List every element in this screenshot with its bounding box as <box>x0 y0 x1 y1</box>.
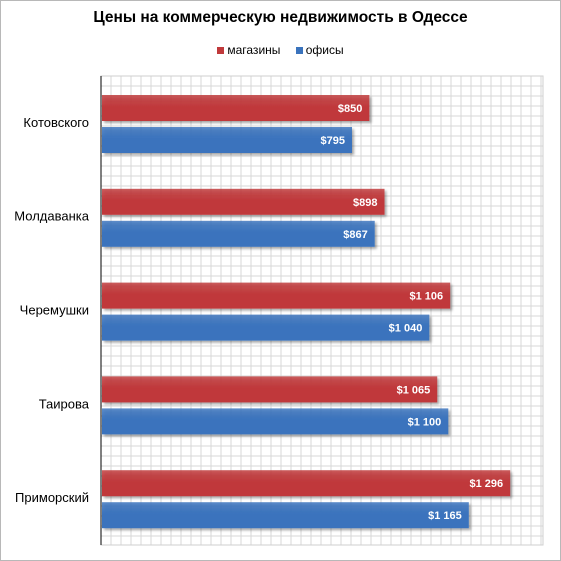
legend-item-offices: офисы <box>295 43 344 57</box>
bar-value-label: $1 165 <box>428 510 462 522</box>
bar-value-label: $1 296 <box>470 478 504 490</box>
category-label: Молдаванка <box>14 209 89 224</box>
bar-value-label: $1 100 <box>408 416 442 428</box>
bar-offices <box>102 408 449 435</box>
bar-value-label: $867 <box>343 229 367 241</box>
bar-value-label: $1 040 <box>389 323 423 335</box>
bar-shops <box>102 376 438 403</box>
category-label: Приморский <box>15 490 89 505</box>
plot-area <box>101 76 543 545</box>
legend-swatch-shops <box>217 47 225 54</box>
category-label: Таирова <box>39 396 90 411</box>
bar-offices <box>102 220 375 247</box>
bar-shops <box>102 188 385 215</box>
bar-value-label: $1 065 <box>397 384 431 396</box>
bar-value-label: $850 <box>338 103 362 115</box>
category-label: Черемушки <box>20 303 89 318</box>
bar-shops <box>102 95 370 121</box>
bar-offices <box>102 127 352 153</box>
bar-shops <box>102 470 511 497</box>
bar-offices <box>102 502 469 529</box>
category-label: Котовского <box>23 115 89 130</box>
bar-offices <box>102 314 430 341</box>
legend-label-offices: офисы <box>305 43 344 57</box>
legend-swatch-offices <box>295 47 303 54</box>
bar-value-label: $795 <box>321 135 345 147</box>
bar-value-label: $1 106 <box>410 291 444 303</box>
bar-value-label: $898 <box>353 197 377 209</box>
legend-label-shops: магазины <box>227 43 281 57</box>
legend-item-shops: магазины <box>217 43 280 57</box>
legend: магазины офисы <box>0 43 561 57</box>
bar-shops <box>102 282 451 309</box>
chart-title: Цены на коммерческую недвижимость в Одес… <box>93 9 468 26</box>
